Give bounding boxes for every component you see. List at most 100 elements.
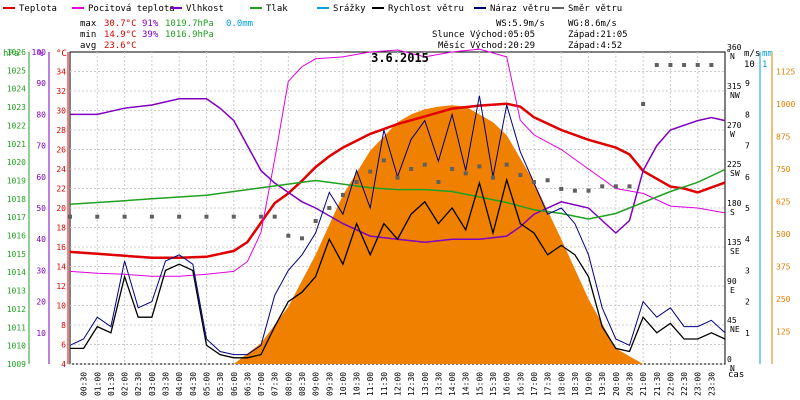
c-tick-1: 32	[56, 87, 66, 96]
x-tick-46: 23:30	[707, 372, 716, 396]
ms-tick-1: 8	[745, 110, 750, 119]
hpa-tick-5: 1021	[7, 140, 26, 149]
x-tick-25: 13:00	[421, 372, 430, 396]
x-axis-label: čas	[728, 369, 744, 380]
x-tick-33: 17:00	[530, 372, 539, 396]
wind-dir-point-33	[613, 184, 618, 189]
wind-dir-point-20	[436, 180, 441, 184]
wind-dir-point-8	[272, 214, 277, 219]
series-line-0	[69, 102, 726, 259]
hpa-tick-12: 1014	[7, 268, 26, 277]
x-tick-19: 10:00	[339, 372, 348, 396]
hpa-tick-11: 1015	[7, 250, 26, 259]
wind-dir-point-24	[491, 175, 496, 180]
wind-dir-point-16	[381, 158, 386, 163]
c-tick-5: 24	[56, 165, 66, 174]
wind-dir-point-5	[204, 214, 209, 219]
wind-dir-point-30	[572, 188, 577, 193]
dir-name-7: NE	[730, 325, 740, 334]
wind-dir-point-3	[149, 214, 154, 219]
c-tick-8: 18	[56, 224, 66, 233]
wind-dir-point-36	[654, 63, 659, 67]
rain-total: 0.0mm	[226, 19, 253, 29]
x-tick-2: 01:30	[107, 372, 116, 396]
wind-dir-point-32	[600, 184, 605, 189]
solar-tick-2: 875	[776, 133, 791, 142]
ws-stat: WS:5.9m/s	[496, 19, 545, 29]
hpa-tick-14: 1012	[7, 305, 26, 314]
wind-dir-point-17	[395, 175, 400, 180]
dir-tick-0: 360	[727, 43, 742, 52]
hpa-tick-16: 1010	[7, 342, 26, 351]
x-tick-24: 12:30	[407, 372, 416, 396]
solar-tick-8: 125	[776, 328, 791, 337]
x-tick-29: 15:00	[475, 372, 484, 396]
x-tick-37: 19:00	[585, 372, 594, 396]
hpa-tick-10: 1016	[7, 232, 26, 241]
dir-tick-4: 180	[727, 199, 742, 208]
wind-dir-point-9	[286, 233, 291, 238]
wind-dir-point-40	[709, 63, 714, 67]
legend-label-4: Srážky	[333, 4, 366, 14]
dir-name-0: N	[730, 52, 735, 61]
x-tick-5: 03:00	[148, 372, 157, 396]
x-tick-3: 02:00	[121, 372, 130, 396]
dir-tick-6: 90	[727, 277, 737, 286]
sunset: Západ:21:05	[568, 30, 628, 40]
x-tick-14: 07:30	[271, 372, 280, 396]
wind-dir-point-34	[627, 184, 632, 189]
c-tick-6: 22	[56, 185, 66, 194]
dir-name-6: E	[730, 286, 735, 295]
x-tick-35: 18:00	[557, 372, 566, 396]
ms-top-tick: 10	[744, 60, 755, 70]
ms-tick-0: 9	[745, 79, 750, 88]
c-tick-4: 26	[56, 146, 66, 155]
x-tick-30: 15:30	[489, 372, 498, 396]
x-tick-34: 17:30	[544, 372, 553, 396]
solar-tick-4: 625	[776, 198, 791, 207]
wind-dir-point-38	[682, 63, 687, 67]
hpa-tick-1: 1025	[7, 66, 26, 75]
x-tick-6: 03:30	[162, 372, 171, 396]
c-tick-3: 28	[56, 126, 66, 135]
max-press: 1019.7hPa	[165, 19, 214, 29]
legend-label-6: Náraz větru	[490, 4, 550, 14]
pct-tick-0: 100	[32, 48, 47, 57]
x-tick-9: 05:00	[202, 372, 211, 396]
solar-tick-5: 500	[776, 230, 791, 239]
hpa-tick-0: 1026	[7, 48, 26, 57]
pct-tick-3: 70	[36, 142, 46, 151]
x-tick-32: 16:30	[516, 372, 525, 396]
x-tick-27: 14:00	[448, 372, 457, 396]
wind-dir-point-19	[422, 162, 427, 167]
pct-tick-6: 40	[36, 235, 46, 244]
c-tick-0: 34	[56, 68, 66, 77]
hpa-tick-17: 1009	[7, 360, 26, 369]
x-tick-31: 16:00	[503, 372, 512, 396]
dir-tick-3: 225	[727, 160, 742, 169]
moon-label: Měsíc	[438, 41, 465, 51]
avg-label: avg	[80, 41, 96, 51]
wind-dir-point-0	[68, 214, 72, 219]
c-tick-7: 20	[56, 204, 66, 213]
c-tick-12: 10	[56, 302, 66, 311]
c-tick-2: 30	[56, 107, 66, 116]
pct-tick-4: 60	[36, 173, 46, 182]
pct-tick-1: 90	[36, 79, 46, 88]
ms-tick-8: 1	[745, 329, 750, 338]
dir-tick-2: 270	[727, 121, 742, 130]
x-tick-17: 09:00	[312, 372, 321, 396]
wind-dir-point-35	[641, 102, 646, 106]
wind-dir-point-25	[504, 162, 509, 167]
x-tick-11: 06:00	[230, 372, 239, 396]
ms-tick-7: 2	[745, 298, 750, 307]
pct-tick-7: 30	[36, 266, 46, 275]
min-hum: 39%	[142, 30, 159, 40]
x-tick-43: 22:00	[666, 372, 675, 396]
max-temp: 30.7°C	[104, 19, 137, 29]
x-tick-41: 21:00	[639, 372, 648, 396]
legend-label-0: Teplota	[19, 4, 57, 14]
wind-dir-point-12	[327, 206, 332, 210]
x-tick-8: 04:30	[189, 372, 198, 396]
